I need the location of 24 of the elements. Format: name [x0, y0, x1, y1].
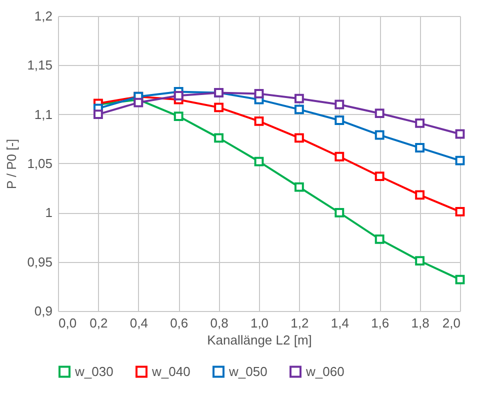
x-tick-label: 1,0 — [250, 316, 269, 330]
y-tick-label: 1,1 — [34, 106, 52, 122]
x-tick-label: 1,2 — [290, 316, 309, 330]
x-tick-label: 0,0 — [58, 316, 77, 330]
legend-label: w_030 — [74, 364, 114, 379]
legend-label: w_060 — [305, 364, 344, 379]
x-tick-label: 0,4 — [130, 316, 148, 330]
y-tick-label: 0,95 — [27, 254, 52, 270]
y-tick-label: 0,9 — [34, 304, 52, 318]
x-tick-label: 1,4 — [330, 316, 349, 330]
y-tick-label: 1,05 — [27, 156, 52, 171]
legend-label: w_040 — [151, 364, 190, 379]
x-tick-label: 0,6 — [170, 316, 188, 330]
y-tick-label: 1,15 — [27, 58, 52, 73]
x-tick-label: 0,2 — [90, 316, 108, 330]
x-tick-label: 1,8 — [411, 316, 430, 330]
x-tick-label: 2,0 — [442, 316, 460, 330]
x-tick-label: 0,8 — [210, 316, 228, 330]
y-tick-label: 1 — [45, 205, 52, 220]
y-tick-label: 1,2 — [34, 8, 52, 24]
y-axis-title: P / P0 [-] — [4, 138, 20, 190]
x-tick-label: 1,6 — [371, 316, 390, 330]
x-axis-title: Kanallänge L2 [m] — [207, 332, 312, 348]
legend-label: w_050 — [228, 364, 268, 379]
